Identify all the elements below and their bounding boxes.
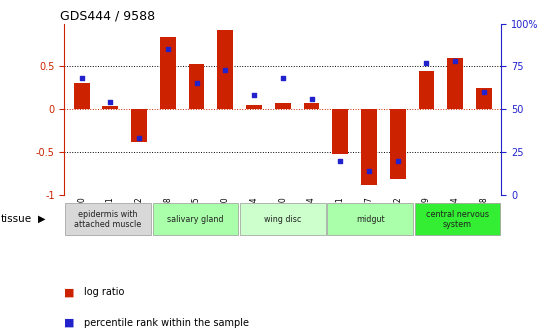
- Text: GSM4490: GSM4490: [77, 197, 86, 233]
- Text: GSM4534: GSM4534: [307, 197, 316, 233]
- Text: percentile rank within the sample: percentile rank within the sample: [84, 318, 249, 328]
- Point: [278, 76, 287, 81]
- Bar: [418, 71, 435, 109]
- Bar: [333, 109, 348, 154]
- Text: GSM4552: GSM4552: [393, 197, 402, 233]
- FancyBboxPatch shape: [240, 203, 325, 236]
- Point: [451, 58, 460, 64]
- Bar: [304, 103, 319, 109]
- Point: [250, 93, 259, 98]
- Text: GSM4520: GSM4520: [221, 197, 230, 233]
- Text: central nervous
system: central nervous system: [426, 210, 489, 229]
- Text: GSM4568: GSM4568: [479, 197, 488, 233]
- Bar: [189, 64, 204, 109]
- Bar: [131, 109, 147, 142]
- Point: [164, 47, 172, 52]
- Bar: [447, 58, 463, 109]
- Point: [365, 168, 374, 174]
- Point: [134, 136, 143, 141]
- Text: epidermis with
attached muscle: epidermis with attached muscle: [74, 210, 142, 229]
- Text: log ratio: log ratio: [84, 287, 124, 297]
- Text: GSM4547: GSM4547: [365, 197, 374, 233]
- Point: [307, 96, 316, 101]
- Point: [192, 81, 201, 86]
- Point: [336, 158, 345, 163]
- Bar: [476, 88, 492, 109]
- FancyBboxPatch shape: [153, 203, 238, 236]
- Point: [479, 89, 488, 95]
- Text: GSM4492: GSM4492: [134, 197, 143, 233]
- Bar: [246, 105, 262, 109]
- Text: tissue: tissue: [1, 214, 32, 224]
- Text: midgut: midgut: [356, 215, 385, 224]
- FancyBboxPatch shape: [328, 203, 413, 236]
- Text: wing disc: wing disc: [264, 215, 301, 224]
- Bar: [217, 30, 233, 109]
- Text: ■: ■: [64, 318, 75, 328]
- Text: GDS444 / 9588: GDS444 / 9588: [60, 9, 155, 23]
- Text: GSM4564: GSM4564: [451, 197, 460, 233]
- Point: [393, 158, 402, 163]
- Text: GSM4515: GSM4515: [192, 197, 201, 233]
- Point: [221, 67, 230, 73]
- Text: ▶: ▶: [38, 214, 45, 224]
- Text: ■: ■: [64, 287, 75, 297]
- FancyBboxPatch shape: [415, 203, 500, 236]
- Bar: [361, 109, 377, 184]
- Point: [422, 60, 431, 66]
- FancyBboxPatch shape: [66, 203, 151, 236]
- Point: [106, 100, 115, 105]
- Bar: [74, 84, 90, 109]
- Text: salivary gland: salivary gland: [167, 215, 223, 224]
- Text: GSM4530: GSM4530: [278, 197, 287, 233]
- Bar: [390, 109, 405, 179]
- Text: GSM4541: GSM4541: [336, 197, 345, 233]
- Point: [77, 76, 86, 81]
- Text: GSM4508: GSM4508: [164, 197, 172, 233]
- Text: GSM4559: GSM4559: [422, 197, 431, 233]
- Bar: [275, 103, 291, 109]
- Bar: [102, 106, 118, 109]
- Bar: [160, 37, 176, 109]
- Text: GSM4491: GSM4491: [106, 197, 115, 233]
- Text: GSM4524: GSM4524: [250, 197, 259, 233]
